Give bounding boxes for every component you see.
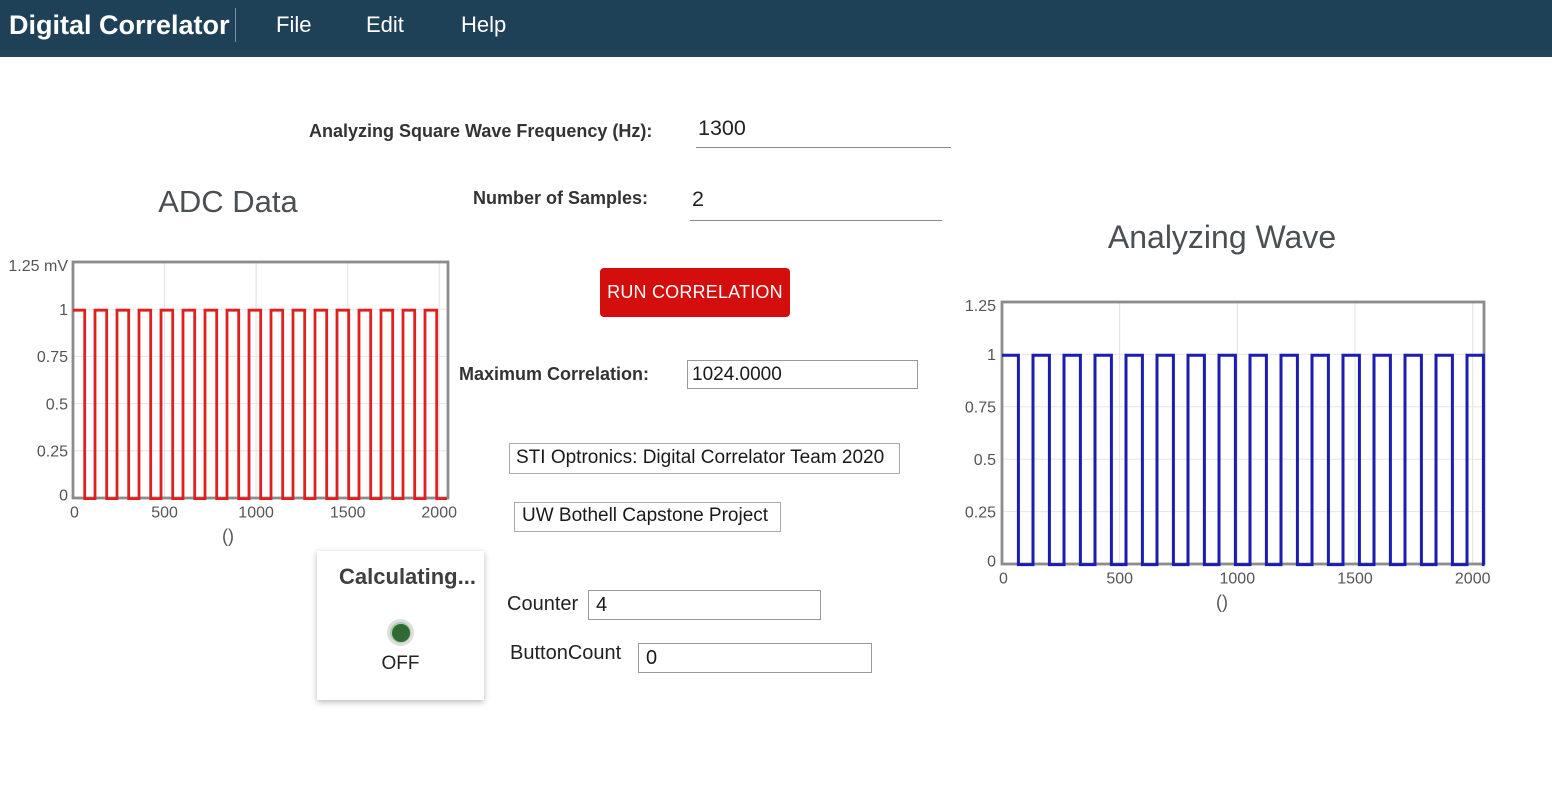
svg-text:1: 1 xyxy=(59,302,68,319)
svg-text:500: 500 xyxy=(151,505,178,522)
svg-text:0: 0 xyxy=(987,553,996,570)
svg-text:0.75: 0.75 xyxy=(965,400,996,417)
svg-text:0: 0 xyxy=(999,571,1008,588)
svg-text:0: 0 xyxy=(70,505,79,522)
svg-text:0.25: 0.25 xyxy=(37,444,68,461)
svg-text:1.25: 1.25 xyxy=(965,298,996,315)
svg-text:0.25: 0.25 xyxy=(965,504,996,521)
svg-text:1000: 1000 xyxy=(1220,571,1256,588)
svg-text:500: 500 xyxy=(1106,571,1133,588)
svg-text:0.75: 0.75 xyxy=(37,349,68,366)
svg-text:1.25 mV: 1.25 mV xyxy=(8,258,68,275)
svg-text:0.5: 0.5 xyxy=(974,452,996,469)
svg-text:1500: 1500 xyxy=(330,505,366,522)
svg-text:1500: 1500 xyxy=(1337,571,1373,588)
svg-text:2000: 2000 xyxy=(1455,571,1491,588)
svg-text:0: 0 xyxy=(59,487,68,504)
svg-text:1: 1 xyxy=(987,347,996,364)
svg-text:2000: 2000 xyxy=(421,505,457,522)
svg-text:0.5: 0.5 xyxy=(46,396,68,413)
svg-text:1000: 1000 xyxy=(238,505,274,522)
